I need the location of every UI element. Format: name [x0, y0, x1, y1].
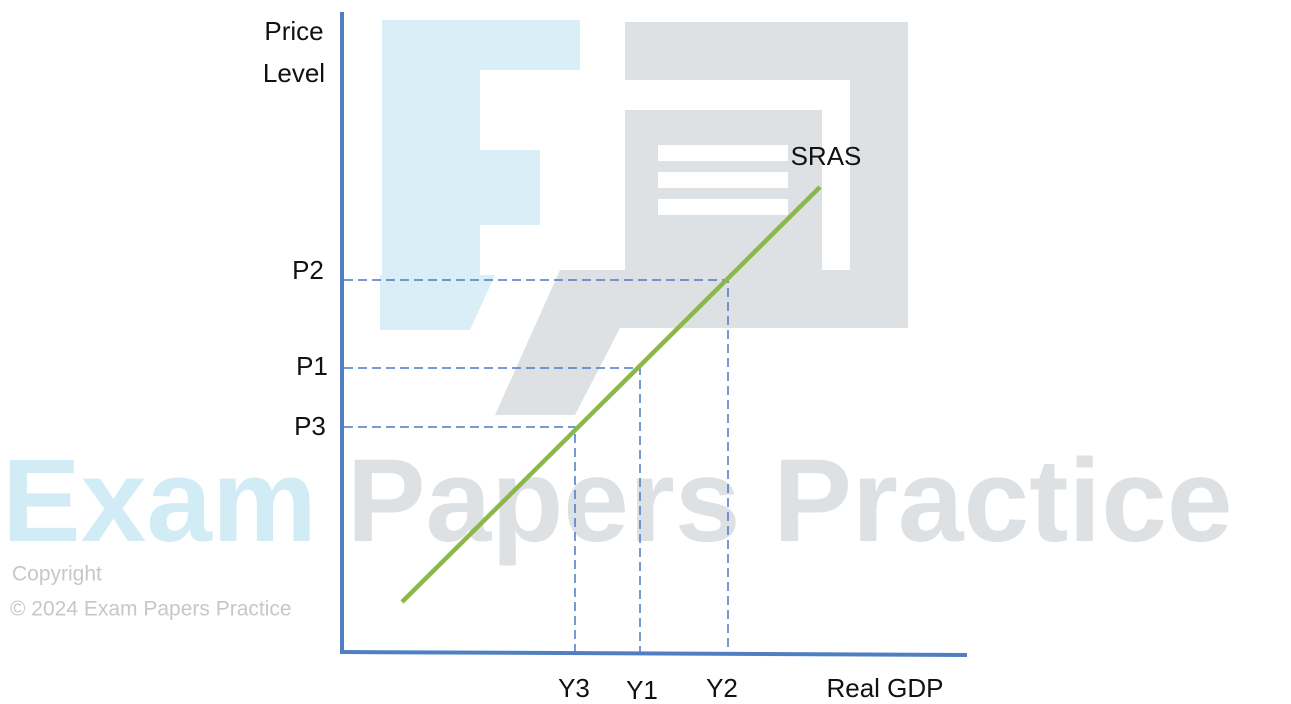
watermark-brand: Exam Papers Practice: [2, 435, 1232, 567]
guide-p3-y3: [344, 426, 576, 652]
sras-curve: [400, 185, 822, 604]
x-axis: [339, 650, 968, 657]
price-level-label: P2: [292, 255, 324, 285]
output-level-label: Y2: [706, 673, 738, 703]
price-level-label: P3: [294, 411, 326, 441]
watermark-notice: © 2024 Exam Papers Practice: [10, 598, 292, 621]
logo-line: [658, 172, 788, 188]
logo-box: [625, 110, 822, 270]
logo-line: [658, 145, 788, 161]
y-axis-label: Level: [263, 58, 325, 88]
output-level-label: Y3: [558, 673, 590, 703]
y-axis-label: Price: [264, 16, 323, 46]
x-axis-label: Real GDP: [826, 673, 943, 703]
curve-label: SRAS: [791, 141, 862, 171]
watermark-brand-first: Exam: [2, 435, 317, 567]
logo-p: [495, 22, 908, 415]
watermark-logo: [380, 20, 908, 415]
logo-line: [658, 199, 788, 215]
output-level-label: Y1: [626, 675, 658, 704]
watermark-copyright: Copyright: [12, 563, 102, 586]
logo-e: [382, 20, 580, 275]
watermark-brand-rest: Papers Practice: [347, 435, 1233, 567]
price-level-label: P1: [296, 351, 328, 381]
logo-e-foot: [380, 275, 495, 330]
